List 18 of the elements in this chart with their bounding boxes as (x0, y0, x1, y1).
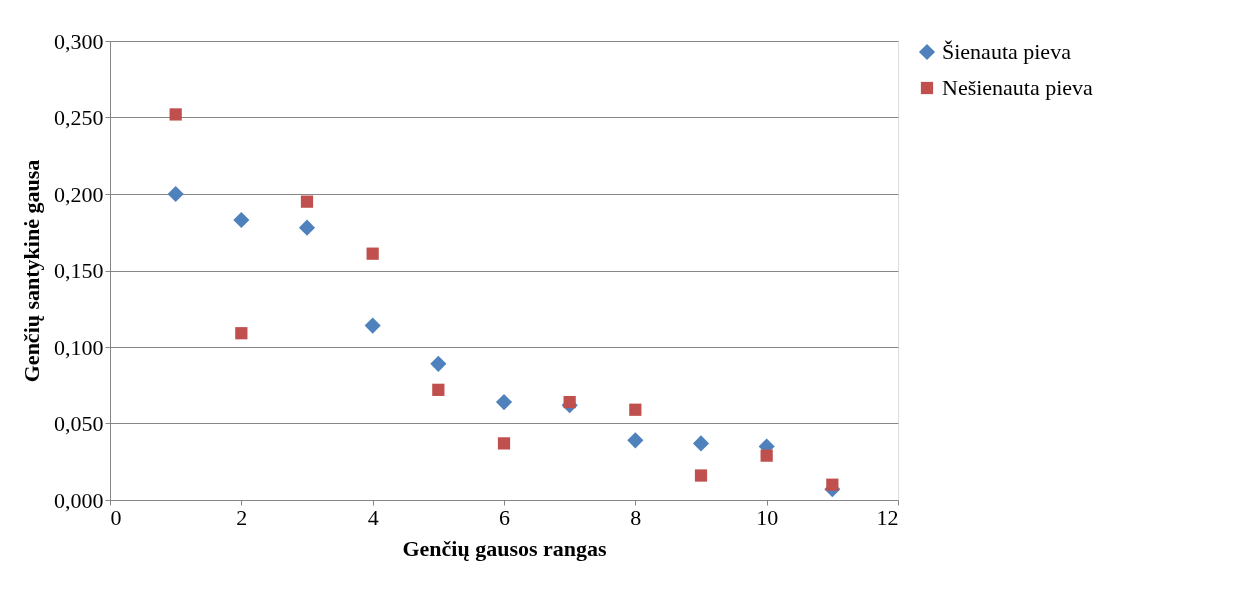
x-tick-label: 2 (236, 504, 248, 530)
y-tick-label: 0,300 (54, 28, 104, 54)
x-axis-title: Genčių gausos rangas (402, 535, 607, 561)
x-tick-label: 0 (110, 504, 122, 530)
x-tick-label: 6 (499, 504, 510, 530)
y-axis-title: Genčių santykinė gausa (19, 159, 44, 383)
x-tick-label: 10 (756, 504, 779, 530)
x-tick-label: 12 (876, 504, 899, 530)
y-tick-label: 0,200 (54, 181, 104, 207)
x-tick-label: 4 (367, 504, 379, 530)
y-tick-label: 0,100 (54, 334, 104, 360)
y-tick-label: 0,050 (54, 411, 104, 436)
y-tick-label: 0,150 (54, 258, 104, 283)
legend-label: Nešienauta pieva (942, 75, 1094, 100)
y-tick-label: 0,000 (54, 487, 104, 513)
x-tick-label: 8 (630, 504, 642, 530)
y-tick-label: 0,250 (54, 105, 104, 130)
legend-label: Šienauta pieva (942, 39, 1072, 64)
